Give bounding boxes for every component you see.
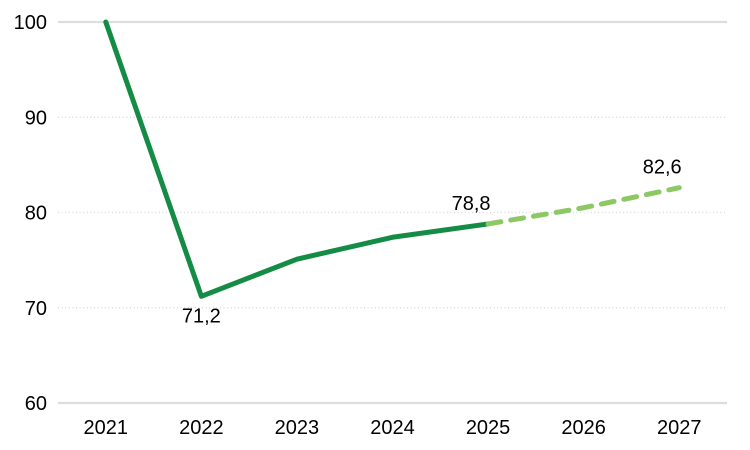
forecast-line bbox=[485, 185, 682, 227]
x-tick-label: 2023 bbox=[275, 417, 320, 439]
x-tick-label: 2027 bbox=[657, 417, 702, 439]
x-tick-label: 2024 bbox=[370, 417, 415, 439]
x-tick-label: 2021 bbox=[84, 417, 129, 439]
data-label: 82,6 bbox=[643, 157, 682, 179]
actual-line bbox=[103, 19, 491, 299]
y-tick-label: 90 bbox=[25, 107, 47, 129]
x-tick-label: 2022 bbox=[179, 417, 224, 439]
y-tick-label: 100 bbox=[14, 12, 47, 34]
data-label: 78,8 bbox=[452, 193, 491, 215]
x-tick-label: 2025 bbox=[466, 417, 511, 439]
data-label: 71,2 bbox=[182, 305, 221, 327]
y-tick-label: 70 bbox=[25, 298, 47, 320]
y-tick-label: 80 bbox=[25, 203, 47, 225]
x-tick-label: 2026 bbox=[561, 417, 606, 439]
y-tick-label: 60 bbox=[25, 393, 47, 415]
